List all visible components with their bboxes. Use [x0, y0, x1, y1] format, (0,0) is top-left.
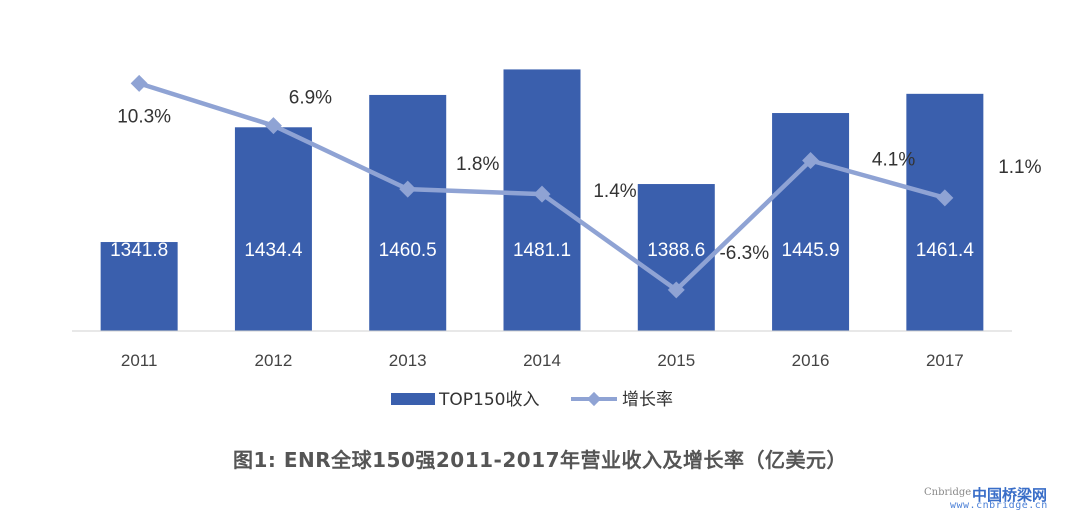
x-tick-label: 2012 [255, 351, 293, 370]
bar-value-label: 1481.1 [513, 240, 571, 261]
chart: 1341.8 1434.4 1460.5 1481.1 1388.6 1445.9 1461… [72, 69, 1042, 410]
growth-point [667, 281, 685, 299]
growth-point [130, 74, 148, 92]
watermark: Cnbridge 中国桥梁网 www.cnbridge.cn [924, 484, 1074, 512]
bar [772, 113, 850, 331]
growth-point [399, 180, 417, 198]
growth-point [533, 185, 551, 203]
bar-value-label: 1461.4 [916, 240, 975, 261]
x-tick-label: 2014 [523, 351, 561, 370]
bar [906, 93, 984, 331]
chart-title: 图1: ENR全球150强2011-2017年营业收入及增长率（亿美元） [232, 448, 848, 472]
bar-value-labels: 1341.8 1434.4 1460.5 1481.1 1388.6 1445.9 1461… [110, 240, 974, 261]
x-tick-label: 2013 [389, 351, 427, 370]
watermark-en: Cnbridge [924, 487, 972, 498]
bar-value-label: 1445.9 [782, 240, 840, 261]
bar-value-label: 1341.8 [110, 240, 168, 261]
bar-value-label: 1434.4 [244, 240, 303, 261]
bar-series [100, 69, 984, 332]
growth-value-label: 4.1% [872, 149, 915, 170]
watermark-cn: 中国桥梁网 [972, 486, 1048, 504]
x-tick-label: 2015 [657, 351, 695, 370]
x-tick-label: 2017 [926, 351, 964, 370]
growth-point [936, 189, 954, 207]
growth-value-label: 6.9% [289, 88, 332, 109]
bar [100, 242, 178, 331]
line-value-labels: 10.3% 6.9% 1.8% 1.4% -6.3% 4.1% 1.1% [117, 88, 1041, 264]
x-tick-label: 2016 [792, 351, 830, 370]
growth-point [264, 117, 282, 135]
growth-value-label: -6.3% [719, 243, 769, 264]
legend-swatch-growth-marker [586, 391, 602, 407]
x-tick-label: 2011 [121, 351, 158, 370]
legend-swatch-revenue [391, 393, 435, 405]
legend-label-growth: 增长率 [622, 390, 673, 410]
bar-value-label: 1388.6 [647, 240, 705, 261]
legend: TOP150收入 增长率 [391, 390, 673, 410]
growth-point [802, 152, 820, 169]
legend-label-revenue: TOP150收入 [438, 390, 539, 410]
growth-value-label: 10.3% [117, 106, 171, 127]
bar [637, 184, 715, 331]
bar [234, 127, 312, 331]
bar [369, 94, 447, 332]
growth-value-label: 1.4% [593, 181, 636, 202]
growth-value-label: 1.8% [456, 154, 499, 175]
line-series [130, 74, 954, 299]
bar-value-label: 1460.5 [379, 240, 437, 261]
watermark-url: www.cnbridge.cn [950, 500, 1048, 511]
x-tick-labels: 2011 2012 2013 2014 2015 2016 2017 [121, 351, 964, 370]
growth-value-label: 1.1% [998, 157, 1041, 178]
